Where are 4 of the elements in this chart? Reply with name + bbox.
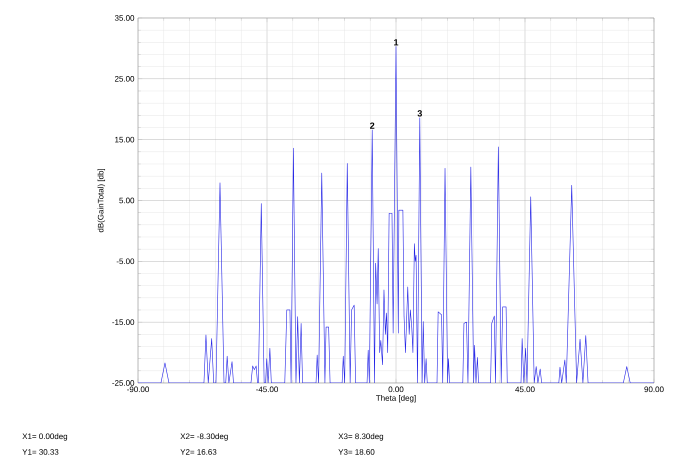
annotation: 2 bbox=[370, 122, 374, 129]
line-series bbox=[138, 46, 654, 383]
annotation: 3 bbox=[418, 110, 422, 117]
annotation: 1 bbox=[394, 39, 398, 46]
